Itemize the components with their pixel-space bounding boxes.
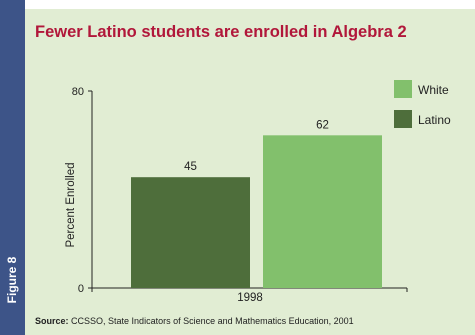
data-label-white: 62: [316, 119, 329, 131]
chart-panel: Fewer Latino students are enrolled in Al…: [25, 9, 475, 335]
y-tick-label-max: 80: [72, 86, 84, 98]
figure-label: Figure 8: [5, 256, 19, 304]
bar-chart: 80 0 Percent Enrolled 1998 45 62 White L…: [65, 80, 451, 304]
legend-swatch-white: [394, 80, 412, 98]
data-label-latino: 45: [184, 161, 197, 173]
source-note: Source: CCSSO, State Indicators of Scien…: [35, 316, 354, 326]
legend: White Latino: [394, 80, 451, 128]
legend-swatch-latino: [394, 110, 412, 128]
chart-title: Fewer Latino students are enrolled in Al…: [35, 23, 407, 41]
y-tick-label-min: 0: [78, 283, 84, 295]
figure-tab: Figure 8: [0, 0, 25, 335]
legend-label-latino: Latino: [418, 113, 451, 127]
source-label: Source:: [35, 316, 69, 326]
bar-latino: [131, 177, 250, 288]
source-text: CCSSO, State Indicators of Science and M…: [71, 316, 354, 326]
y-axis-label: Percent Enrolled: [65, 162, 77, 247]
bar-white: [263, 135, 382, 288]
x-category-label: 1998: [237, 292, 263, 304]
legend-label-white: White: [418, 83, 449, 97]
